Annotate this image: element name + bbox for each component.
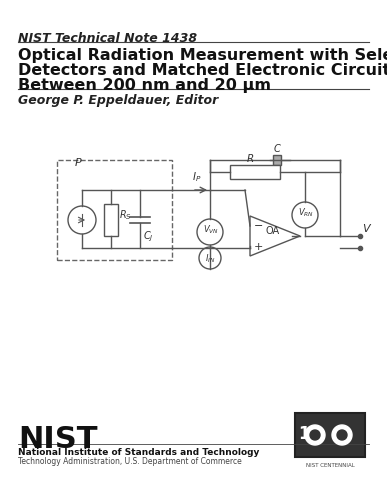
Text: $I_P$: $I_P$: [192, 170, 201, 184]
Circle shape: [337, 430, 347, 440]
Text: $R_S$: $R_S$: [119, 208, 132, 222]
Circle shape: [197, 219, 223, 245]
Text: $V$: $V$: [362, 222, 372, 234]
Circle shape: [332, 425, 352, 445]
Text: $C$: $C$: [273, 142, 282, 154]
Bar: [273, 155, 281, 165]
Circle shape: [305, 425, 325, 445]
Text: George P. Eppeldauer, Editor: George P. Eppeldauer, Editor: [18, 94, 218, 107]
Text: NIST: NIST: [18, 425, 98, 454]
Text: Optical Radiation Measurement with Selected: Optical Radiation Measurement with Selec…: [18, 48, 387, 63]
Text: $V_{VN}$: $V_{VN}$: [203, 224, 219, 236]
Polygon shape: [250, 216, 300, 256]
Circle shape: [199, 247, 221, 269]
Bar: [295, 413, 365, 457]
Text: $V_{RN}$: $V_{RN}$: [298, 207, 314, 219]
Circle shape: [310, 430, 320, 440]
Text: $+$: $+$: [253, 240, 263, 252]
Text: Technology Administration, U.S. Department of Commerce: Technology Administration, U.S. Departme…: [18, 457, 242, 466]
Text: $-$: $-$: [253, 219, 263, 229]
Text: $R$: $R$: [246, 152, 254, 164]
Bar: [230, 165, 280, 179]
Text: 1: 1: [298, 425, 310, 443]
Text: Between 200 nm and 20 μm: Between 200 nm and 20 μm: [18, 78, 271, 93]
Text: NIST Technical Note 1438: NIST Technical Note 1438: [18, 32, 197, 45]
Text: Detectors and Matched Electronic Circuits: Detectors and Matched Electronic Circuit…: [18, 63, 387, 78]
Text: $C_J$: $C_J$: [143, 230, 154, 244]
Circle shape: [292, 202, 318, 228]
Text: P: P: [75, 158, 82, 168]
Text: OA: OA: [265, 226, 279, 236]
Bar: [104, 204, 118, 236]
Text: NIST CENTENNIAL: NIST CENTENNIAL: [306, 463, 354, 468]
Circle shape: [68, 206, 96, 234]
Text: National Institute of Standards and Technology: National Institute of Standards and Tech…: [18, 448, 259, 457]
Text: $I_{IN}$: $I_{IN}$: [205, 253, 215, 265]
